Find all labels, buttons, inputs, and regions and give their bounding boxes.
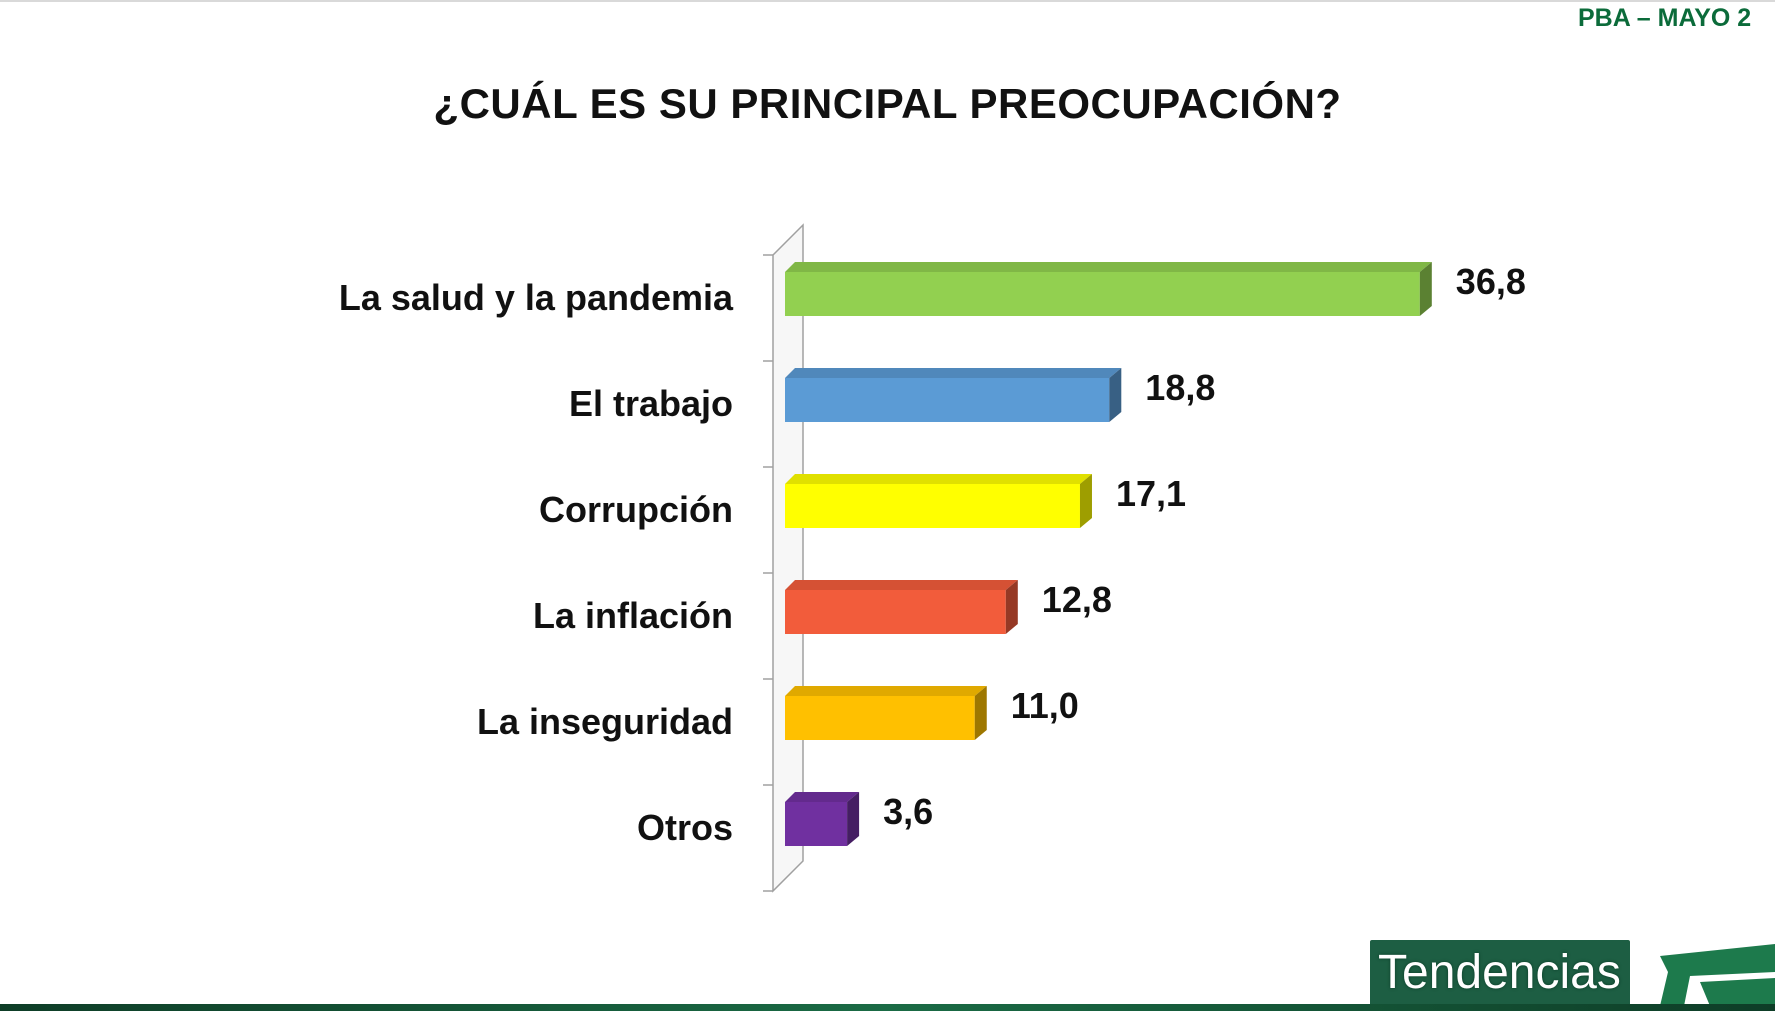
bar-top-0 xyxy=(785,262,1432,272)
brand-name: Tendencias xyxy=(1378,946,1621,999)
bar-top-2 xyxy=(785,474,1092,484)
category-label: La salud y la pandemia xyxy=(339,277,734,318)
brand-box xyxy=(1370,940,1630,1006)
value-label: 18,8 xyxy=(1145,367,1215,408)
category-label: La inflación xyxy=(533,595,733,636)
brand-logo: Tendencias xyxy=(1340,940,1775,1006)
value-label: 12,8 xyxy=(1042,579,1112,620)
category-label: El trabajo xyxy=(569,383,733,424)
bar-top-1 xyxy=(785,368,1122,378)
axis-wall xyxy=(772,223,804,893)
brand-mark-icon xyxy=(1660,944,1775,1006)
header-tag: PBA – MAYO 2 xyxy=(1578,4,1752,32)
category-label: Otros xyxy=(637,807,733,848)
bar-2 xyxy=(785,484,1080,528)
value-label: 3,6 xyxy=(883,791,933,832)
value-label: 17,1 xyxy=(1116,473,1186,514)
top-rule xyxy=(0,0,1775,2)
bar-side-0 xyxy=(1419,262,1432,316)
bar-top-3 xyxy=(785,580,1018,590)
bottom-band xyxy=(0,1004,1775,1011)
bar-3 xyxy=(785,590,1006,634)
bar-5 xyxy=(785,802,848,846)
category-label: Corrupción xyxy=(539,489,733,530)
bar-top-5 xyxy=(785,792,860,802)
category-label: La inseguridad xyxy=(477,701,733,742)
bar-side-3 xyxy=(1005,580,1018,634)
bar-side-4 xyxy=(974,686,987,740)
bar-side-1 xyxy=(1109,368,1122,422)
bar-top-4 xyxy=(785,686,987,696)
bar-side-2 xyxy=(1079,474,1092,528)
value-label: 11,0 xyxy=(1011,685,1079,726)
bar-0 xyxy=(785,272,1420,316)
bar-4 xyxy=(785,696,975,740)
bar-1 xyxy=(785,378,1110,422)
bar-side-5 xyxy=(847,792,860,846)
chart-title: ¿CUÁL ES SU PRINCIPAL PREOCUPACIÓN? xyxy=(433,80,1342,127)
value-label: 36,8 xyxy=(1456,261,1526,302)
